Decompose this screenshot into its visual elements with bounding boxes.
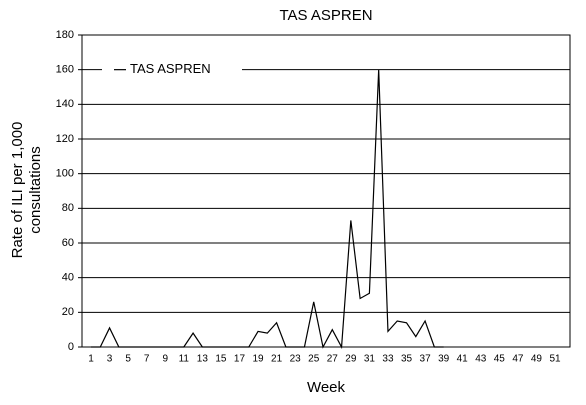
y-tick-label: 40 bbox=[62, 272, 74, 284]
x-tick-label: 5 bbox=[125, 354, 131, 365]
legend-box bbox=[102, 61, 242, 78]
x-tick-label: 21 bbox=[271, 354, 283, 365]
y-tick-label: 140 bbox=[56, 98, 74, 110]
x-tick-label: 9 bbox=[162, 354, 168, 365]
x-tick-label: 45 bbox=[494, 354, 506, 365]
x-tick-label: 11 bbox=[179, 354, 190, 365]
x-tick-label: 3 bbox=[107, 354, 113, 365]
x-tick-label: 43 bbox=[475, 354, 487, 365]
y-tick-label: 180 bbox=[56, 29, 74, 41]
plot-frame bbox=[81, 34, 571, 348]
y-tick-label: 80 bbox=[62, 202, 74, 214]
legend-label: TAS ASPREN bbox=[130, 61, 211, 76]
y-axis-title: Rate of ILI per 1,000 bbox=[9, 122, 26, 259]
x-tick-label: 23 bbox=[290, 354, 302, 365]
x-tick-label: 39 bbox=[438, 354, 450, 365]
x-tick-label: 27 bbox=[327, 354, 339, 365]
x-tick-label: 33 bbox=[382, 354, 394, 365]
x-tick-label: 29 bbox=[345, 354, 357, 365]
x-tick-label: 35 bbox=[401, 354, 413, 365]
x-tick-label: 17 bbox=[234, 354, 246, 365]
chart-title: TAS ASPREN bbox=[279, 7, 372, 24]
x-tick-label: 31 bbox=[364, 354, 376, 365]
y-tick-label: 20 bbox=[62, 306, 74, 318]
y-axis-title: consultations bbox=[27, 146, 44, 234]
x-tick-label: 37 bbox=[420, 354, 432, 365]
x-tick-label: 7 bbox=[144, 354, 150, 365]
x-tick-label: 1 bbox=[88, 354, 94, 365]
x-tick-label: 51 bbox=[549, 354, 561, 365]
x-tick-label: 25 bbox=[308, 354, 320, 365]
y-tick-label: 160 bbox=[56, 64, 74, 76]
y-tick-label: 120 bbox=[56, 133, 74, 145]
data-line bbox=[91, 69, 444, 350]
y-tick-label: 60 bbox=[62, 237, 74, 249]
x-tick-label: 13 bbox=[197, 354, 209, 365]
x-axis-title: Week bbox=[307, 379, 346, 396]
x-tick-label: 49 bbox=[531, 354, 543, 365]
x-tick-label: 15 bbox=[215, 354, 227, 365]
y-tick-label: 100 bbox=[56, 168, 74, 180]
x-tick-label: 19 bbox=[252, 354, 264, 365]
x-tick-label: 47 bbox=[512, 354, 524, 365]
y-tick-label: 0 bbox=[68, 341, 74, 353]
x-tick-label: 41 bbox=[457, 354, 469, 365]
